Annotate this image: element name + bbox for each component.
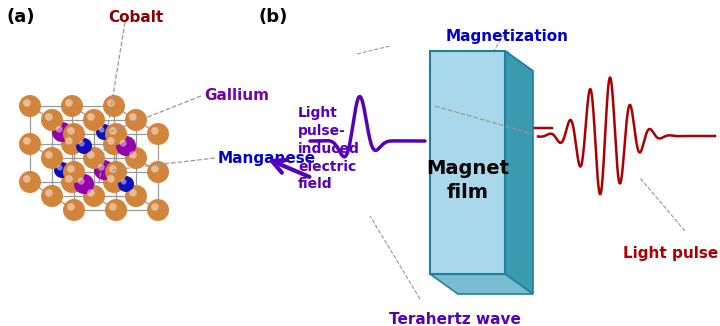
Circle shape [74,174,94,194]
Circle shape [61,95,83,117]
Polygon shape [430,274,533,294]
Circle shape [151,165,159,173]
Circle shape [61,133,83,155]
Circle shape [147,161,169,183]
Circle shape [41,185,63,207]
Circle shape [78,178,85,185]
Circle shape [103,133,125,155]
Circle shape [94,160,114,180]
Text: (b): (b) [258,8,287,26]
Text: Magnetization: Magnetization [446,29,569,44]
Circle shape [98,164,104,171]
Circle shape [103,95,125,117]
Circle shape [87,151,95,159]
Circle shape [96,124,112,140]
Circle shape [52,122,72,142]
Text: Gallium: Gallium [204,88,269,103]
Circle shape [61,171,83,193]
Circle shape [19,95,41,117]
Circle shape [65,99,73,107]
Circle shape [129,151,137,159]
Circle shape [83,109,105,131]
Circle shape [67,203,75,211]
Text: Cobalt: Cobalt [108,10,163,25]
Polygon shape [430,51,505,274]
Circle shape [79,141,84,147]
Circle shape [125,109,147,131]
Polygon shape [430,51,533,71]
Circle shape [129,113,137,121]
Circle shape [83,147,105,169]
Circle shape [116,136,136,156]
Circle shape [121,179,127,185]
Circle shape [105,161,127,183]
Circle shape [23,175,31,183]
Circle shape [45,189,53,197]
Circle shape [87,113,95,121]
Circle shape [151,127,159,135]
Circle shape [76,138,92,154]
Circle shape [125,147,147,169]
Circle shape [19,171,41,193]
Circle shape [118,176,134,192]
Circle shape [107,175,114,183]
Text: (a): (a) [6,8,35,26]
Circle shape [67,165,75,173]
Circle shape [129,189,137,197]
Text: Light pulse: Light pulse [623,246,718,261]
Circle shape [105,199,127,221]
Circle shape [45,151,53,159]
Circle shape [105,123,127,145]
Circle shape [120,140,127,147]
Circle shape [109,203,117,211]
Circle shape [109,165,117,173]
Text: Terahertz wave: Terahertz wave [389,312,521,326]
Circle shape [41,147,63,169]
Circle shape [23,99,31,107]
Circle shape [151,203,159,211]
Circle shape [45,113,53,121]
Circle shape [65,175,73,183]
Text: Manganese: Manganese [218,151,316,166]
Text: Magnet
film: Magnet film [426,159,509,202]
Circle shape [107,137,114,145]
Circle shape [107,99,114,107]
Circle shape [109,127,117,135]
Circle shape [125,185,147,207]
Circle shape [147,123,169,145]
Circle shape [87,189,95,197]
Circle shape [83,185,105,207]
Circle shape [63,199,85,221]
Circle shape [57,165,63,170]
Circle shape [41,109,63,131]
Circle shape [63,161,85,183]
Circle shape [99,127,104,133]
Circle shape [147,199,169,221]
Circle shape [103,171,125,193]
Circle shape [23,137,31,145]
Circle shape [65,137,73,145]
Circle shape [67,127,75,135]
Circle shape [63,123,85,145]
Circle shape [55,126,63,133]
Polygon shape [505,51,533,294]
Circle shape [54,162,70,178]
Circle shape [19,133,41,155]
Text: Light
pulse-
induced
electric
field: Light pulse- induced electric field [298,106,360,191]
